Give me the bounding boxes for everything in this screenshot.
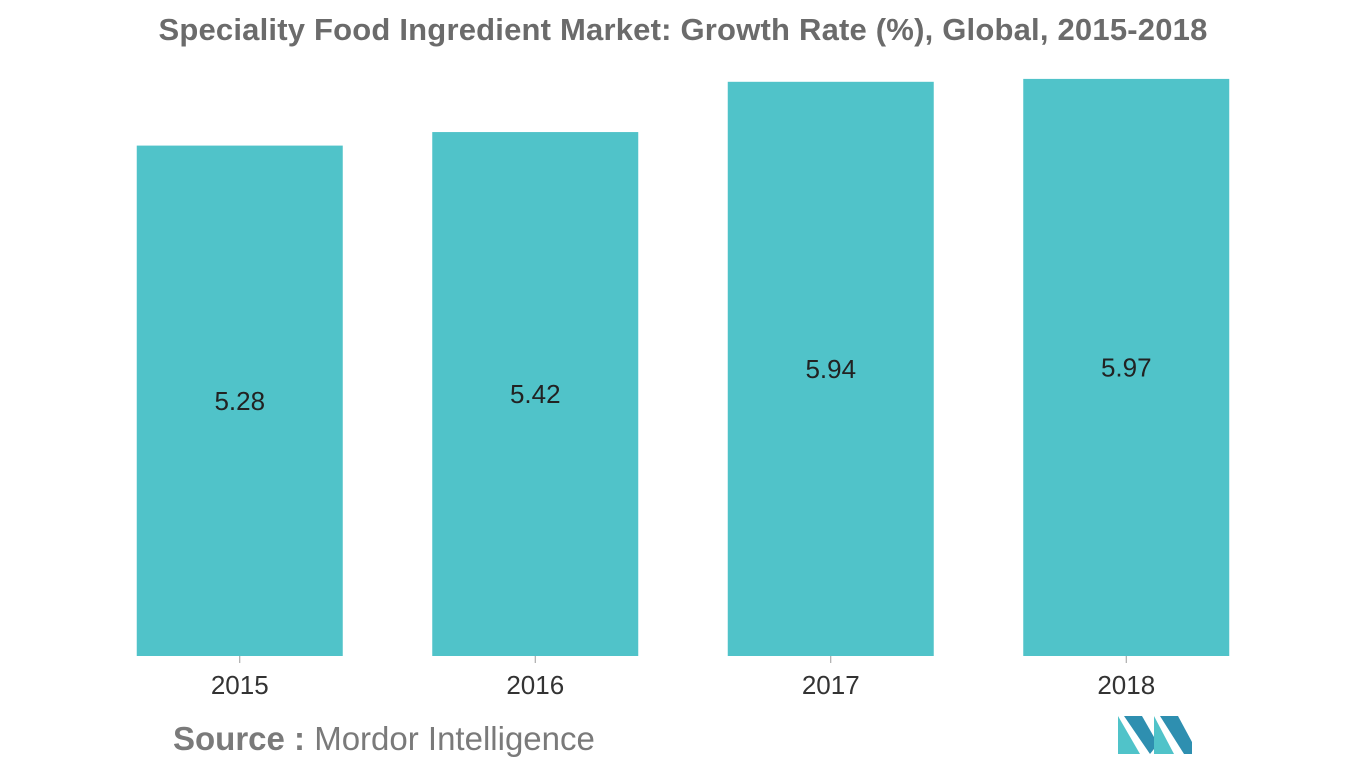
bar-2017 <box>727 81 934 657</box>
x-tick-label-2016: 2016 <box>506 670 564 700</box>
chart-title: Speciality Food Ingredient Market: Growt… <box>158 12 1208 47</box>
data-label-2017: 5.94 <box>805 354 856 384</box>
bar-2015 <box>136 145 343 656</box>
x-tick-label-2017: 2017 <box>802 670 860 700</box>
source-value: Mordor Intelligence <box>314 720 595 757</box>
x-tick-label-2018: 2018 <box>1097 670 1155 700</box>
source-note: Source : Mordor Intelligence <box>173 720 595 758</box>
data-label-2016: 5.42 <box>510 379 561 409</box>
bar-2016 <box>432 132 639 657</box>
source-label: Source : <box>173 720 306 757</box>
bar-2018 <box>1023 78 1230 656</box>
data-label-2015: 5.28 <box>214 386 265 416</box>
mordor-intelligence-logo-icon <box>1118 716 1192 754</box>
data-label-2018: 5.97 <box>1101 352 1152 382</box>
x-tick-label-2015: 2015 <box>211 670 269 700</box>
